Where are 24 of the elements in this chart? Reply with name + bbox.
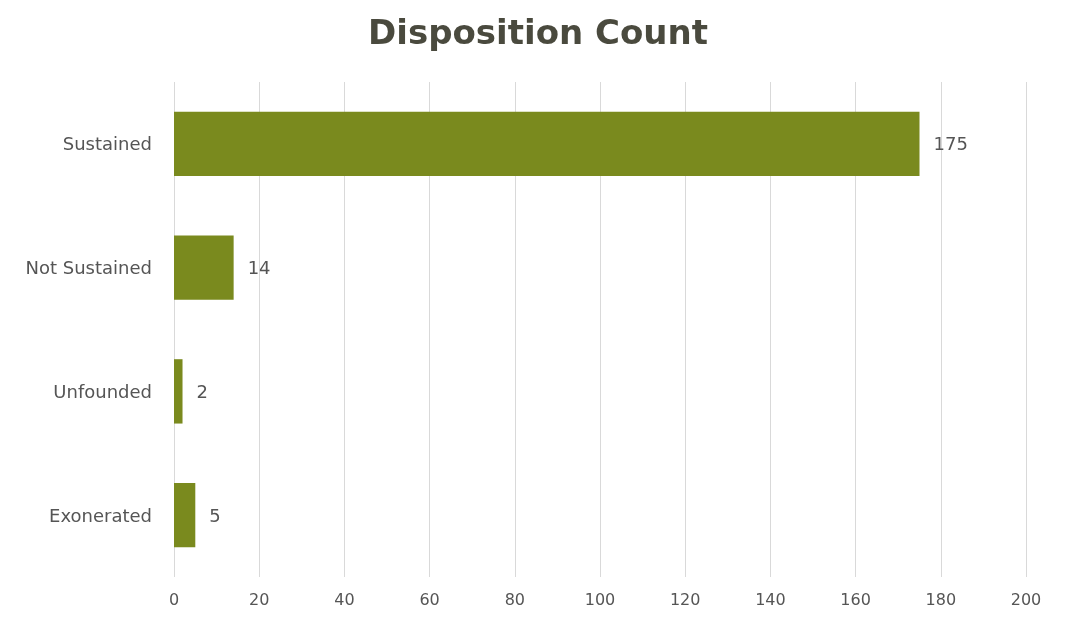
y-tick-label: Exonerated xyxy=(49,504,152,526)
y-tick-label: Sustained xyxy=(62,133,152,155)
x-tick-label: 80 xyxy=(504,589,525,609)
x-tick-label: 20 xyxy=(249,589,270,609)
y-tick-label: Not Sustained xyxy=(25,257,152,279)
x-tick-label: 160 xyxy=(840,589,871,609)
bar xyxy=(174,111,920,177)
x-tick-label: 200 xyxy=(1010,589,1042,609)
chart-title: Disposition Count xyxy=(368,12,708,52)
data-label: 14 xyxy=(247,257,271,279)
x-tick-label: 0 xyxy=(168,589,180,609)
x-tick-label: 60 xyxy=(419,589,440,609)
bar xyxy=(174,235,234,300)
x-tick-label: 120 xyxy=(669,589,701,609)
y-tick-label: Unfounded xyxy=(53,380,152,402)
x-tick-label: 40 xyxy=(334,589,355,609)
data-label: 5 xyxy=(209,504,221,526)
data-label: 2 xyxy=(196,380,208,402)
data-label: 175 xyxy=(933,133,968,155)
x-tick-label: 100 xyxy=(584,589,616,609)
bar xyxy=(174,482,196,548)
x-tick-label: 180 xyxy=(925,589,957,609)
bar xyxy=(174,359,183,424)
x-tick-label: 140 xyxy=(755,589,786,609)
